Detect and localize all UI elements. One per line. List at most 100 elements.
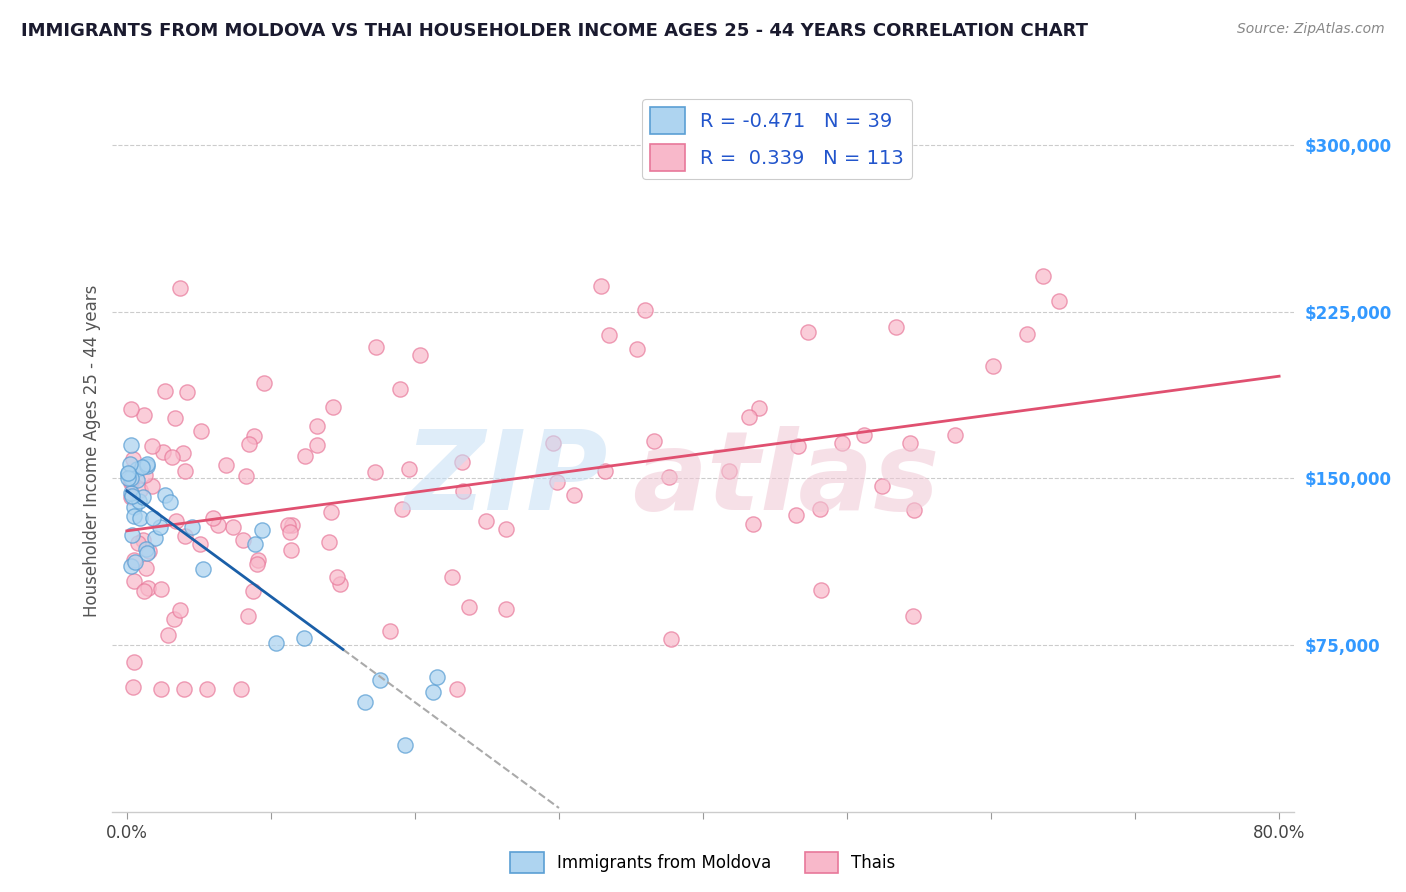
Point [831,436,853,450]
Point [165,410,187,425]
Point [129,483,152,498]
Point [292,631,315,645]
Point [378,624,401,638]
Point [124,500,146,514]
Point [278,524,301,539]
Point [318,535,340,549]
Point [159,494,181,508]
Point [135,458,157,473]
Point [441,570,464,584]
Point [232,533,254,547]
Point [547,475,569,489]
Point [250,523,273,537]
Point [321,505,343,519]
Point [562,488,585,502]
Point [169,281,191,295]
Point [238,437,260,451]
Point [117,471,139,485]
Point [162,612,184,626]
Point [190,424,212,438]
Point [329,577,352,591]
Point [173,529,195,543]
Point [124,508,146,523]
Point [884,320,907,334]
Point [307,438,329,452]
Point [176,385,198,400]
Point [149,519,172,533]
Point [132,490,155,504]
Point [245,537,267,551]
Point [155,488,177,502]
Point [626,342,648,356]
Point [120,438,142,452]
Point [120,475,142,489]
Point [266,636,288,650]
Point [1032,269,1054,284]
Point [120,468,142,483]
Point [593,464,616,478]
Point [117,466,139,480]
Point [495,522,517,536]
Point [215,458,238,472]
Point [152,445,174,459]
Point [280,517,302,532]
Point [165,514,187,528]
Point [277,518,299,533]
Point [981,359,1004,373]
Point [391,502,413,516]
Legend: Immigrants from Moldova, Thais: Immigrants from Moldova, Thais [503,846,903,880]
Point [121,489,143,503]
Point [242,583,264,598]
Point [1015,326,1038,341]
Point [903,503,925,517]
Point [389,382,412,396]
Point [127,536,149,550]
Point [598,327,620,342]
Point [191,562,214,576]
Point [117,467,139,482]
Point [394,738,416,752]
Point [541,435,564,450]
Point [398,461,420,475]
Point [366,340,388,354]
Point [643,434,665,448]
Point [458,599,481,614]
Point [853,428,876,442]
Point [221,520,243,534]
Y-axis label: Householder Income Ages 25 - 44 years: Householder Income Ages 25 - 44 years [83,285,101,616]
Point [135,546,157,560]
Point [135,542,157,557]
Point [246,558,269,572]
Point [169,603,191,617]
Point [718,464,741,478]
Point [156,628,179,642]
Point [125,473,148,487]
Point [124,555,146,569]
Text: IMMIGRANTS FROM MOLDOVA VS THAI HOUSEHOLDER INCOME AGES 25 - 44 YEARS CORRELATIO: IMMIGRANTS FROM MOLDOVA VS THAI HOUSEHOL… [21,22,1088,40]
Point [128,493,150,508]
Point [591,279,613,293]
Point [898,436,921,450]
Point [785,508,807,523]
Point [129,511,152,525]
Point [150,582,173,596]
Point [136,457,159,471]
Text: Source: ZipAtlas.com: Source: ZipAtlas.com [1237,22,1385,37]
Point [153,384,176,398]
Point [135,561,157,575]
Point [242,429,264,443]
Point [808,501,831,516]
Point [125,462,148,476]
Point [121,680,143,694]
Point [120,401,142,416]
Point [321,400,343,414]
Point [474,514,496,528]
Point [797,325,820,339]
Point [121,528,143,542]
Text: ZIP: ZIP [405,425,609,533]
Point [246,552,269,566]
Point [122,553,145,567]
Point [353,696,375,710]
Point [810,582,832,597]
Point [901,609,924,624]
